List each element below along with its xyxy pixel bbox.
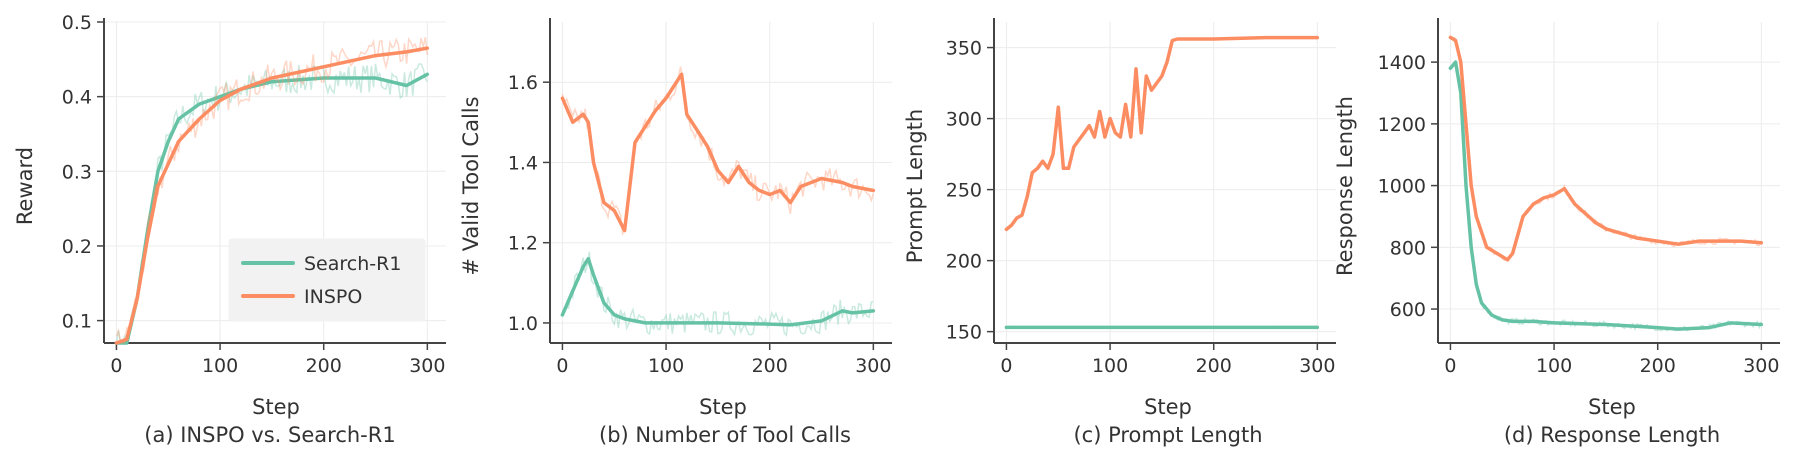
legend-label-search-r1: Search-R1 bbox=[304, 253, 401, 275]
panel-tool-calls: (b) Number of Tool Calls Step # Valid To… bbox=[459, 18, 892, 447]
y-tick-label: 0.5 bbox=[62, 12, 92, 34]
raw-line-search-r1 bbox=[1449, 62, 1763, 332]
x-tick-label: 300 bbox=[855, 355, 891, 377]
x-tick-label: 300 bbox=[1743, 355, 1779, 377]
x-tick-label: 200 bbox=[1640, 355, 1676, 377]
y-tick-label: 1200 bbox=[1378, 114, 1426, 136]
y-tick-label: 1400 bbox=[1378, 52, 1426, 74]
x-tick-label: 0 bbox=[1000, 355, 1012, 377]
y-tick-label: 800 bbox=[1390, 237, 1426, 259]
x-tick-label: 300 bbox=[409, 355, 445, 377]
gridlines bbox=[1438, 22, 1780, 343]
y-tick-label: 1.0 bbox=[508, 313, 538, 335]
gridlines bbox=[550, 22, 892, 343]
panel-reward: (a) INSPO vs. Search-R1 Step Reward 0 100… bbox=[13, 12, 446, 447]
series-line-inspo bbox=[1448, 35, 1764, 262]
y-tick-label: 0.3 bbox=[62, 161, 92, 183]
series-line-inspo bbox=[114, 46, 430, 345]
y-tick-label: 1000 bbox=[1378, 176, 1426, 198]
gridlines bbox=[994, 22, 1336, 343]
panel-response-length: (d) Response Length Step Response Length… bbox=[1333, 18, 1780, 447]
xlabel-response-length: Step bbox=[1588, 395, 1636, 419]
caption-prompt-length: (c) Prompt Length bbox=[1073, 423, 1262, 447]
y-tick-label: 0.2 bbox=[62, 236, 92, 258]
x-tick-label: 100 bbox=[1092, 355, 1128, 377]
x-tick-label: 0 bbox=[110, 355, 122, 377]
series-line-inspo bbox=[1004, 35, 1320, 232]
series-line-search-r1 bbox=[1448, 60, 1764, 331]
ylabel-prompt-length: Prompt Length bbox=[903, 109, 927, 263]
x-tick-label: 100 bbox=[202, 355, 238, 377]
x-tick-label: 200 bbox=[306, 355, 342, 377]
legend: Search-R1 INSPO bbox=[228, 238, 426, 322]
ylabel-response-length: Response Length bbox=[1333, 96, 1357, 276]
xlabel-tool-calls: Step bbox=[699, 395, 747, 419]
ylabel-reward: Reward bbox=[13, 147, 37, 225]
y-tick-label: 1.6 bbox=[508, 72, 538, 94]
x-tick-label: 300 bbox=[1299, 355, 1335, 377]
y-tick-label: 150 bbox=[946, 322, 982, 344]
raw-line-search-r1 bbox=[115, 63, 428, 344]
y-tick-label: 1.4 bbox=[508, 152, 538, 174]
series-line-search-r1 bbox=[560, 256, 876, 327]
caption-tool-calls: (b) Number of Tool Calls bbox=[599, 423, 851, 447]
caption-reward: (a) INSPO vs. Search-R1 bbox=[144, 423, 395, 447]
series-line-inspo bbox=[560, 72, 876, 233]
panel-prompt-length: (c) Prompt Length Step Prompt Length 0 10… bbox=[903, 18, 1336, 447]
y-tick-label: 0.4 bbox=[62, 87, 92, 109]
raw-line-search-r1 bbox=[562, 251, 874, 338]
raw-line-inspo bbox=[115, 36, 429, 344]
y-tick-label: 300 bbox=[946, 109, 982, 131]
y-tick-label: 600 bbox=[1390, 299, 1426, 321]
x-tick-label: 0 bbox=[556, 355, 568, 377]
x-tick-label: 200 bbox=[752, 355, 788, 377]
x-tick-label: 100 bbox=[1536, 355, 1572, 377]
legend-box bbox=[228, 238, 426, 322]
y-tick-label: 250 bbox=[946, 180, 982, 202]
ylabel-tool-calls: # Valid Tool Calls bbox=[459, 96, 483, 275]
y-tick-label: 350 bbox=[946, 38, 982, 60]
y-tick-label: 200 bbox=[946, 251, 982, 273]
x-tick-label: 0 bbox=[1444, 355, 1456, 377]
y-tick-label: 1.2 bbox=[508, 233, 538, 255]
legend-label-inspo: INSPO bbox=[304, 286, 362, 308]
caption-response-length: (d) Response Length bbox=[1504, 423, 1720, 447]
xlabel-reward: Step bbox=[252, 395, 300, 419]
y-tick-label: 0.1 bbox=[62, 311, 92, 333]
x-tick-label: 200 bbox=[1196, 355, 1232, 377]
x-tick-label: 100 bbox=[648, 355, 684, 377]
xlabel-prompt-length: Step bbox=[1144, 395, 1192, 419]
